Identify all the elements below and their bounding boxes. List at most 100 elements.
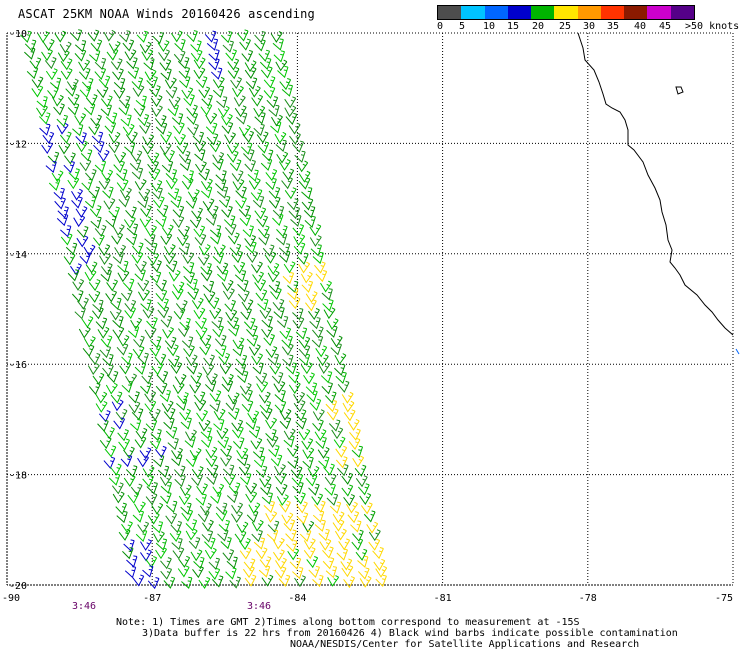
wind-barb-shape <box>255 289 268 302</box>
wind-barb <box>116 343 129 356</box>
wind-barb <box>147 512 160 525</box>
wind-barb <box>171 288 184 301</box>
legend-labels: 0 5 10 15 20 25 30 35 40 45 >50 knots <box>437 20 739 34</box>
wind-barb <box>179 408 191 422</box>
wind-barb <box>304 215 316 228</box>
wind-barb-shape <box>216 262 229 275</box>
wind-barb-shape <box>119 362 132 375</box>
wind-barb-shape <box>112 224 125 236</box>
wind-barb-shape <box>373 558 386 571</box>
wind-barb <box>243 149 255 162</box>
wind-barb <box>133 501 146 514</box>
wind-barb-shape <box>265 177 277 191</box>
wind-barb <box>348 437 361 451</box>
wind-barb <box>235 354 248 367</box>
longitude-label: -84 <box>288 593 306 604</box>
wind-barb-shape <box>201 94 213 107</box>
wind-barb-shape <box>323 307 336 320</box>
wind-barb-shape <box>195 493 207 506</box>
wind-barb-shape <box>228 482 241 495</box>
wind-barb <box>135 95 147 108</box>
legend-label: 30 <box>583 21 596 32</box>
wind-barb-shape <box>287 445 299 458</box>
wind-barb <box>180 417 192 430</box>
wind-barb-shape <box>273 381 286 393</box>
wind-barb <box>309 235 322 247</box>
latitude-label: -10 <box>9 29 27 40</box>
wind-barb-shape <box>304 215 316 228</box>
wind-barb <box>298 261 311 274</box>
wind-barb <box>255 465 268 479</box>
wind-barb-shape <box>31 76 44 89</box>
wind-barb <box>121 521 133 534</box>
wind-barb <box>159 59 172 72</box>
wind-barb <box>142 134 155 147</box>
wind-barb <box>296 512 309 525</box>
wind-barb-shape <box>223 473 236 486</box>
wind-barb <box>57 50 70 63</box>
wind-barb-shape <box>357 567 370 580</box>
wind-barb <box>366 521 379 534</box>
wind-barb-shape <box>98 244 111 257</box>
wind-barb-shape <box>200 186 213 199</box>
wind-barb-shape <box>346 501 358 514</box>
wind-barb-shape <box>150 429 162 442</box>
wind-barb <box>322 299 334 312</box>
wind-barb-shape <box>59 41 72 54</box>
wind-barb-shape <box>125 465 138 478</box>
wind-barb-shape <box>284 105 297 118</box>
wind-barb-shape <box>202 198 215 211</box>
wind-barb <box>220 113 233 126</box>
wind-barb-shape <box>114 151 127 164</box>
wind-barb-shape <box>221 380 234 393</box>
wind-barb <box>343 576 355 589</box>
wind-barb <box>24 47 36 60</box>
wind-barb-shape <box>71 290 84 303</box>
wind-barb-shape <box>259 401 272 414</box>
wind-barb <box>94 57 107 71</box>
wind-barb-shape <box>172 205 185 218</box>
wind-barb-shape <box>115 502 127 515</box>
wind-barb <box>190 40 202 53</box>
wind-barb <box>237 454 249 467</box>
wind-barb-shape <box>263 500 275 514</box>
wind-barb <box>177 565 190 578</box>
wind-barb-shape <box>141 49 154 62</box>
wind-barb <box>176 234 189 247</box>
wind-barb <box>293 391 306 404</box>
wind-barb-shape <box>279 417 292 430</box>
wind-barb-shape <box>260 66 273 79</box>
wind-barb <box>242 225 254 238</box>
wind-barb <box>144 390 157 403</box>
wind-barb <box>270 287 282 301</box>
wind-barb-shape <box>248 85 261 98</box>
wind-barb-shape <box>36 96 48 109</box>
wind-barb <box>123 446 135 459</box>
wind-barb-shape <box>295 327 308 340</box>
wind-barb <box>246 325 258 338</box>
wind-barb <box>108 206 120 219</box>
wind-barb-shape <box>193 67 206 80</box>
wind-barb <box>124 141 136 155</box>
wind-barb <box>288 297 301 310</box>
wind-barb <box>315 436 327 450</box>
wind-barb <box>110 391 123 404</box>
wind-barb <box>118 528 131 541</box>
wind-barb-shape <box>355 548 368 561</box>
wind-barb-shape <box>70 29 83 42</box>
wind-barb-shape <box>273 307 285 320</box>
wind-barb-shape <box>234 530 247 543</box>
wind-barb <box>90 114 102 127</box>
wind-barb-shape <box>312 326 324 339</box>
wind-barb-shape <box>152 31 164 45</box>
wind-barb <box>240 142 253 155</box>
wind-barb <box>335 456 348 469</box>
wind-barb <box>139 216 152 229</box>
wind-barb-shape <box>132 574 145 587</box>
wind-barb-shape <box>319 538 332 551</box>
wind-barb-shape <box>85 94 98 107</box>
wind-barb-shape <box>341 484 354 497</box>
wind-barb-shape <box>58 142 71 155</box>
wind-barb-shape <box>205 446 218 459</box>
wind-barb <box>125 233 138 246</box>
